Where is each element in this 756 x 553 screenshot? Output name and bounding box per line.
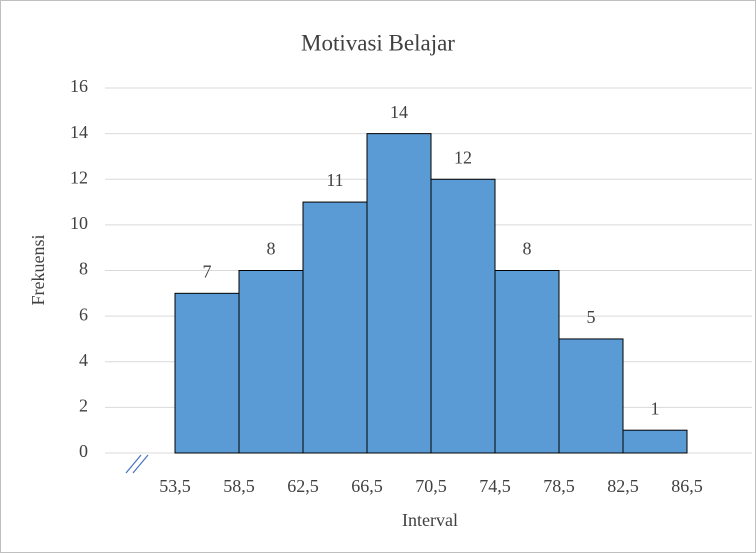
data-label: 11 — [326, 170, 343, 190]
axis-break — [125, 454, 149, 474]
x-tick-label: 86,5 — [671, 476, 703, 496]
data-label: 8 — [267, 239, 276, 259]
y-axis-label: Frekuensi — [28, 235, 48, 306]
x-tick-label: 66,5 — [351, 476, 383, 496]
y-tick-label: 8 — [79, 259, 88, 279]
y-tick-label: 10 — [70, 213, 88, 233]
y-tick-label: 6 — [79, 304, 88, 324]
bar — [302, 201, 368, 454]
x-tick-label: 58,5 — [223, 476, 255, 496]
x-tick-label: 70,5 — [415, 476, 447, 496]
x-tick-label: 53,5 — [159, 476, 191, 496]
x-axis-label: Interval — [402, 510, 458, 530]
data-label: 14 — [390, 102, 408, 122]
y-tick-label: 12 — [70, 167, 88, 187]
x-tick-label: 62,5 — [287, 476, 319, 496]
y-tick-label: 4 — [79, 350, 88, 370]
y-tick-label: 14 — [70, 122, 88, 142]
bar — [622, 429, 688, 454]
data-label: 12 — [454, 147, 472, 167]
y-tick-label: 16 — [70, 76, 88, 96]
x-tick-label: 82,5 — [607, 476, 639, 496]
data-label: 1 — [651, 398, 660, 418]
bar — [494, 270, 560, 454]
chart-title: Motivasi Belajar — [301, 30, 455, 55]
y-tick-label: 0 — [79, 441, 88, 461]
y-tick-label: 2 — [79, 396, 88, 416]
data-label: 7 — [203, 261, 212, 281]
bar — [174, 292, 240, 454]
x-tick-label: 74,5 — [479, 476, 511, 496]
bar — [238, 270, 304, 454]
data-label: 8 — [523, 239, 532, 259]
x-tick-label: 78,5 — [543, 476, 575, 496]
bar — [558, 338, 624, 454]
bar — [430, 178, 496, 454]
data-label: 5 — [587, 307, 596, 327]
bar — [366, 133, 432, 454]
